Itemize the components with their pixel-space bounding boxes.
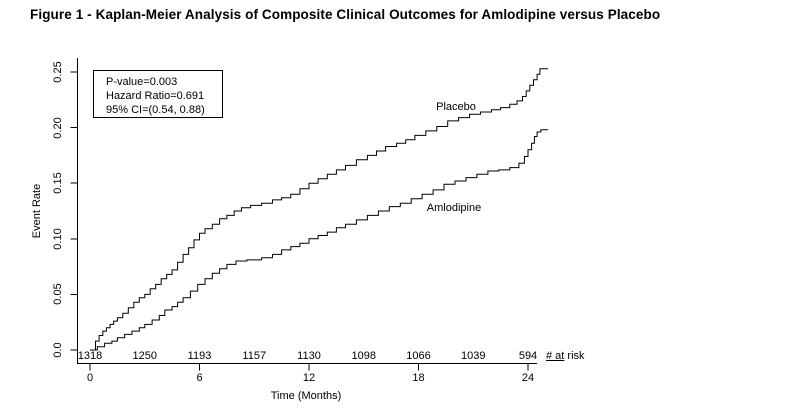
hazard-ratio-text: Hazard Ratio=0.691 [106, 90, 205, 102]
series-label-amlodipine: Amlodipine [426, 202, 482, 214]
at-risk-count: 1130 [297, 349, 321, 362]
y-tick-label: 0.0 [52, 342, 64, 358]
at-risk-count: 1193 [187, 349, 212, 362]
p-value-text: P-value=0.003 [106, 76, 178, 88]
y-tick-label: 0.05 [52, 283, 64, 306]
y-tick-label: 0.25 [52, 61, 64, 83]
x-axis-title: Time (Months) [270, 390, 342, 402]
at-risk-count: 1318 [77, 349, 103, 362]
km-curve-amlodipine [90, 129, 549, 351]
km-curve-placebo [90, 68, 549, 351]
y-axis-title: Event Rate [31, 183, 43, 239]
stats-annotation-box: P-value=0.003 Hazard Ratio=0.691 95% CI=… [93, 70, 223, 118]
at-risk-caption: # at risk [546, 349, 585, 362]
y-tick-label: 0.15 [52, 172, 64, 194]
series-label-placebo: Placebo [436, 101, 476, 113]
at-risk-count: 1039 [461, 349, 486, 362]
at-risk-count: 594 [518, 349, 538, 362]
at-risk-count: 1250 [132, 349, 157, 362]
x-tick-label: 18 [412, 372, 425, 384]
at-risk-count: 1066 [406, 349, 431, 362]
confidence-interval-text: 95% CI=(0.54, 0.88) [106, 104, 205, 116]
figure-title: Figure 1 - Kaplan-Meier Analysis of Comp… [30, 7, 661, 22]
at-risk-count: 1098 [351, 349, 376, 362]
at-risk-count: 1157 [242, 349, 267, 362]
x-tick-label: 12 [302, 372, 316, 384]
x-tick-label: 24 [521, 372, 535, 384]
y-tick-label: 0.10 [52, 228, 64, 250]
y-tick-label: 0.20 [52, 116, 64, 139]
x-tick-label: 6 [196, 372, 203, 384]
x-tick-label: 0 [86, 372, 94, 384]
